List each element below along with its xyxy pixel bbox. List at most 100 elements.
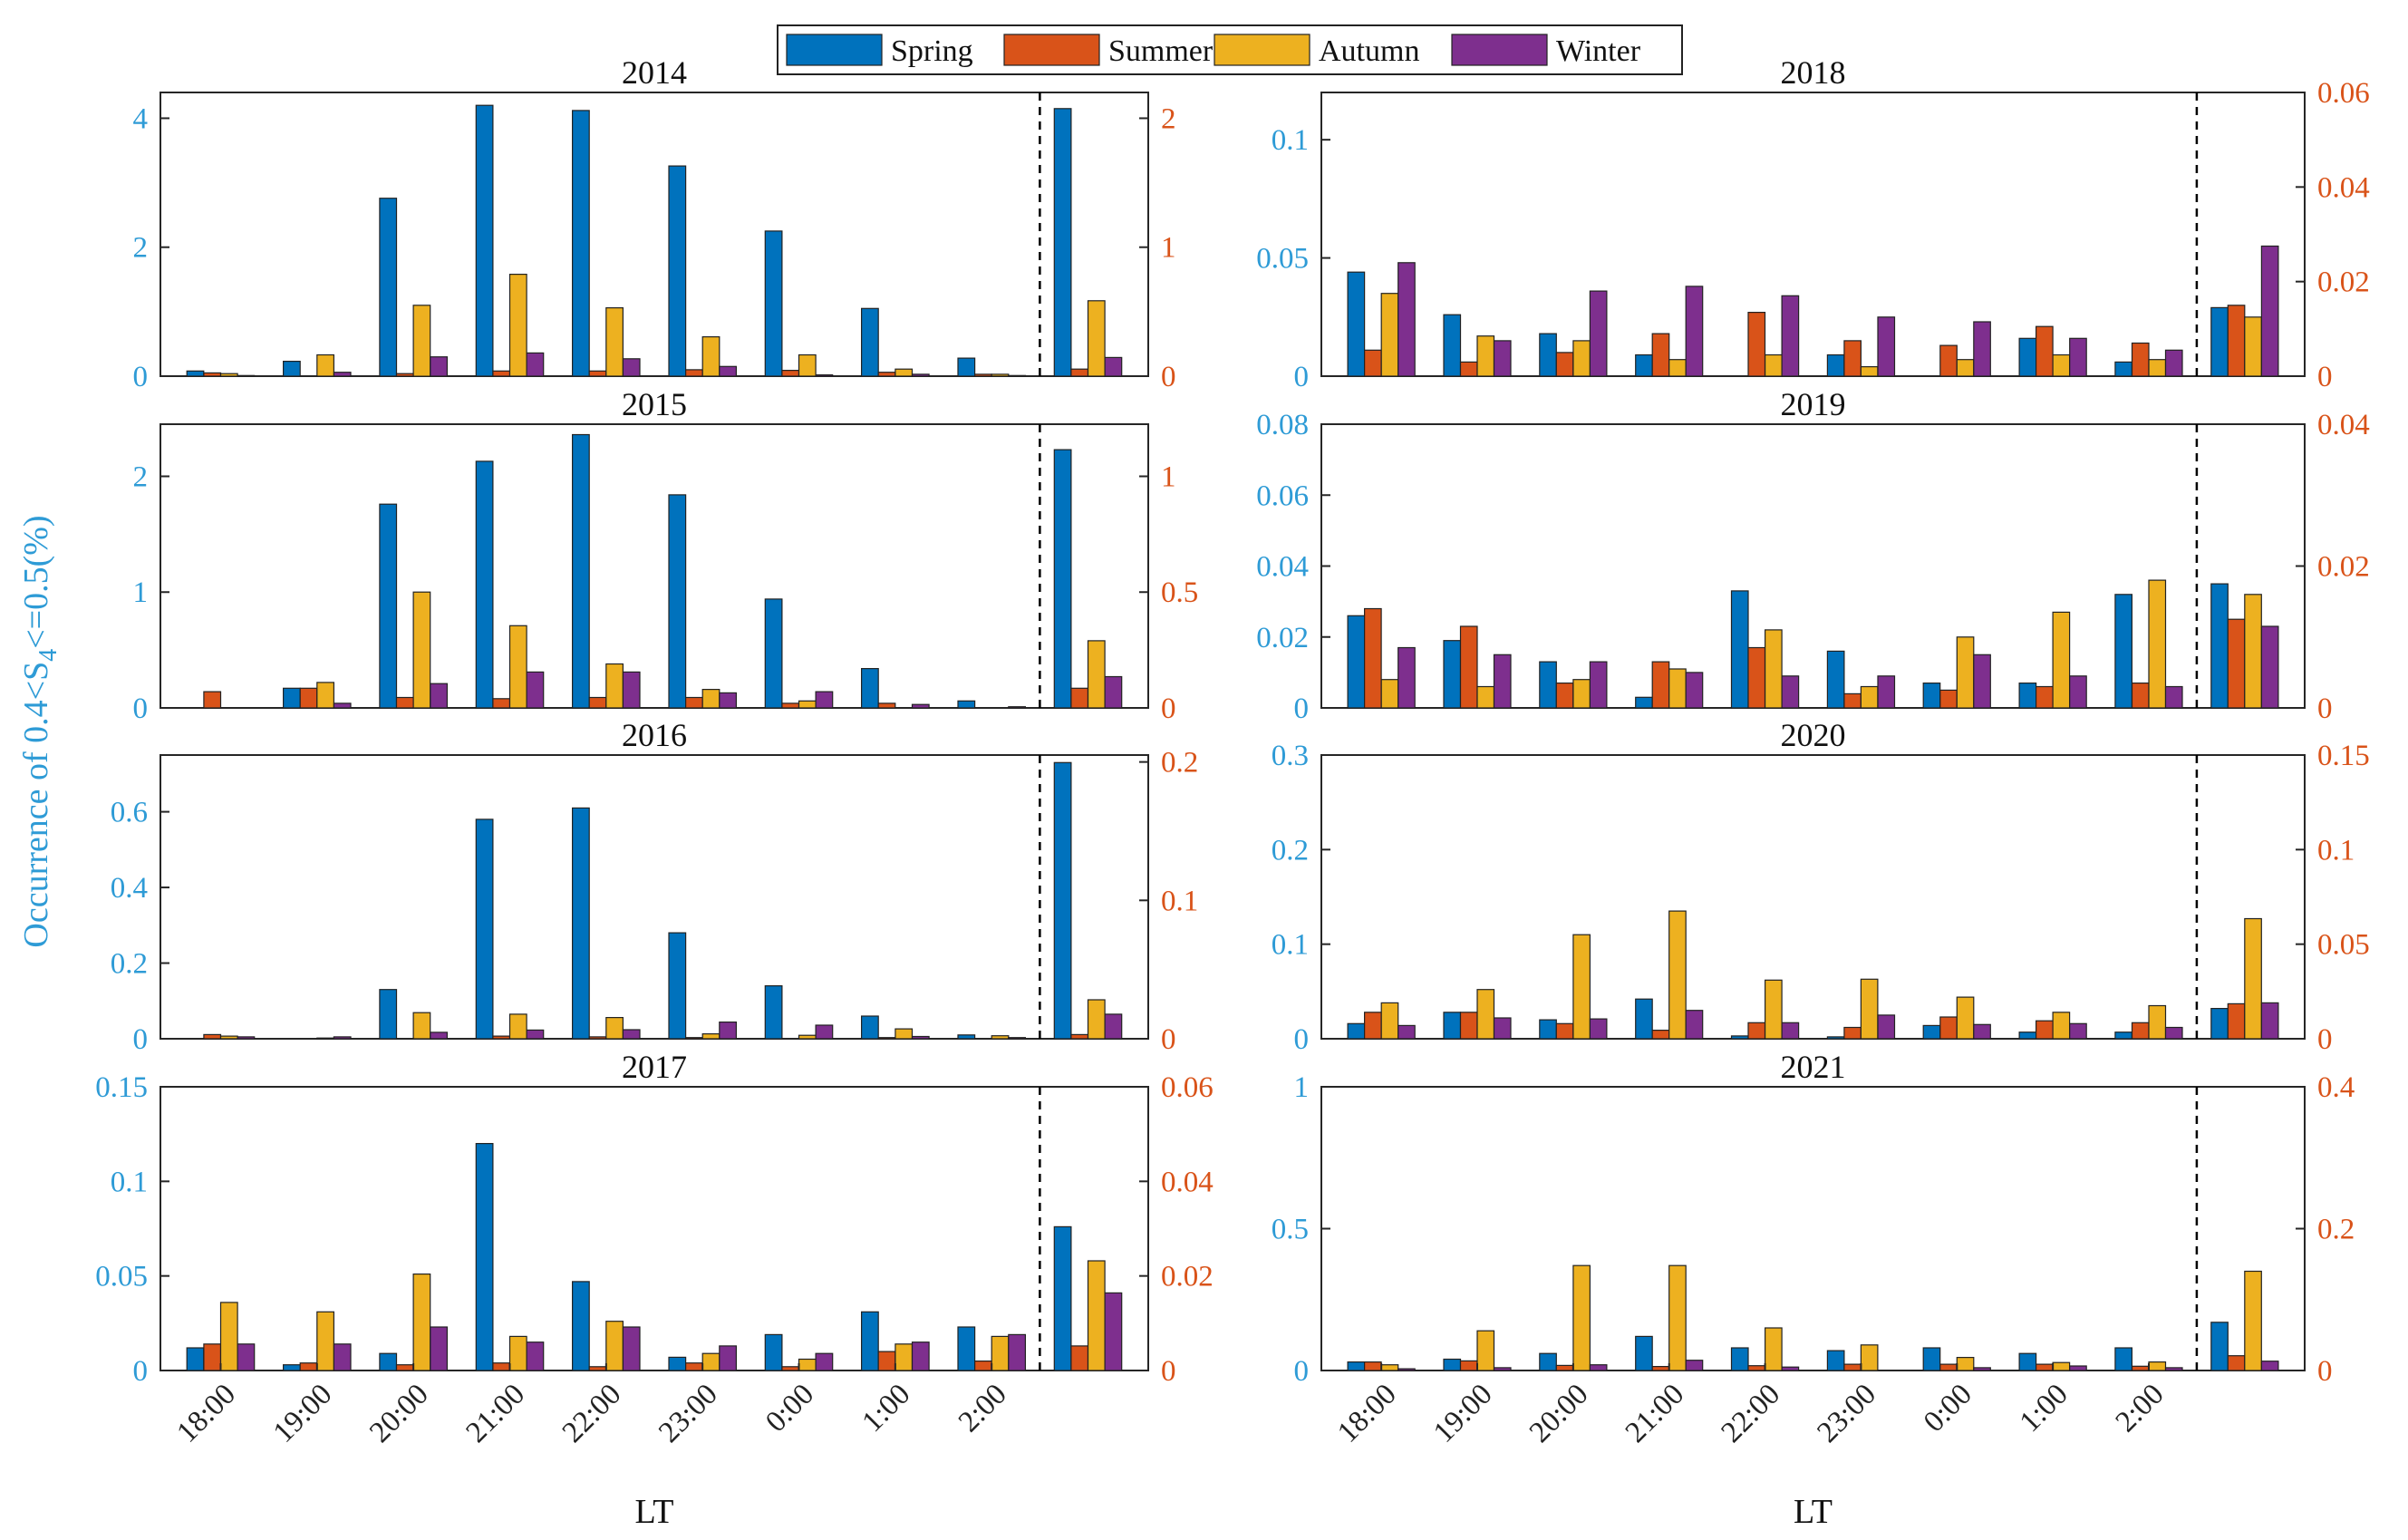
left-tick-label: 0.5: [1272, 1214, 1309, 1246]
bar-summer-all: [1070, 687, 1089, 709]
left-tick-label: 0: [1294, 1355, 1310, 1388]
right-tick-label: 0: [2317, 1355, 2333, 1388]
right-tick-label: 0: [2317, 1023, 2333, 1056]
plot-frame: [160, 754, 1149, 1040]
bar-winter-0:00: [1973, 1367, 1991, 1371]
bar-autumn-all: [2244, 316, 2262, 377]
left-tick-label: 0.1: [111, 1166, 148, 1198]
bar-summer-1:00: [877, 702, 896, 709]
bar-summer-2:00: [2131, 342, 2150, 377]
bar-summer-19:00: [1459, 625, 1478, 709]
bar-autumn-20:00: [1572, 1264, 1591, 1371]
bar-winter-0:00: [815, 1352, 834, 1371]
bar-summer-18:00: [1363, 1361, 1382, 1371]
legend-label-autumn: Autumn: [1319, 34, 1419, 68]
bar-autumn-18:00: [219, 1035, 238, 1040]
bar-spring-20:00: [1539, 1019, 1557, 1040]
bar-autumn-19:00: [316, 1311, 334, 1371]
plot-frame: [1320, 1086, 2306, 1371]
right-tick-label: 1: [1161, 232, 1176, 265]
plot-frame: [1320, 754, 2306, 1040]
bar-winter-19:00: [333, 1343, 352, 1371]
bar-summer-22:00: [588, 370, 607, 377]
bar-autumn-21:00: [1668, 668, 1687, 709]
panel-title: 2021: [1781, 1049, 1846, 1085]
bar-autumn-20:00: [1572, 934, 1591, 1040]
x-tick-label: 18:00: [1331, 1378, 1403, 1449]
bar-spring-23:00: [1826, 354, 1845, 377]
bar-spring-22:00: [1730, 1035, 1749, 1040]
bar-summer-22:00: [588, 1366, 607, 1371]
bar-spring-all: [2210, 1322, 2229, 1371]
bar-spring-21:00: [1635, 696, 1653, 709]
bar-winter-21:00: [1685, 286, 1704, 377]
bar-spring-22:00: [1730, 1347, 1749, 1371]
bar-spring-all: [1053, 1225, 1072, 1371]
bar-winter-20:00: [1589, 661, 1608, 709]
bar-autumn-0:00: [798, 354, 817, 377]
x-tick-label: 22:00: [1716, 1378, 1787, 1449]
bar-summer-23:00: [684, 369, 703, 377]
bar-spring-18:00: [1347, 1361, 1366, 1371]
bar-spring-1:00: [860, 1311, 879, 1371]
bar-winter-19:00: [333, 702, 352, 709]
bar-autumn-21:00: [508, 274, 527, 377]
bar-spring-all: [1053, 449, 1072, 709]
bar-winter-2:00: [1008, 706, 1027, 709]
bar-spring-20:00: [379, 989, 398, 1040]
bar-spring-23:00: [668, 1356, 687, 1371]
bar-autumn-23:00: [1860, 1344, 1879, 1371]
bar-summer-20:00: [1555, 682, 1574, 709]
bar-summer-0:00: [1939, 344, 1958, 377]
bar-spring-22:00: [571, 433, 590, 709]
bar-summer-23:00: [684, 1362, 703, 1371]
y-axis-label-part: Occurrence of 0.4<S: [17, 662, 55, 948]
bar-winter-20:00: [430, 1032, 448, 1040]
bar-autumn-20:00: [412, 1012, 431, 1040]
bar-summer-1:00: [2036, 685, 2054, 709]
bar-spring-2:00: [2114, 361, 2132, 377]
bar-winter-22:00: [1781, 295, 1800, 377]
bar-summer-2:00: [2131, 682, 2150, 709]
left-tick-label: 0.05: [95, 1261, 148, 1293]
bar-winter-20:00: [1589, 1018, 1608, 1040]
left-tick-label: 0: [133, 1355, 149, 1388]
bar-winter-1:00: [2069, 1365, 2087, 1371]
bar-summer-23:00: [684, 696, 703, 709]
bar-autumn-23:00: [1860, 366, 1879, 377]
bar-autumn-1:00: [2052, 611, 2071, 709]
bar-spring-18:00: [186, 370, 205, 377]
bar-autumn-18:00: [1380, 679, 1399, 709]
panel-title: 2017: [622, 1049, 687, 1085]
bar-autumn-20:00: [1572, 340, 1591, 377]
bar-spring-1:00: [860, 1015, 879, 1040]
bar-spring-0:00: [1922, 682, 1941, 709]
bar-winter-19:00: [333, 1036, 352, 1040]
x-tick-label: 20:00: [1523, 1378, 1595, 1449]
bar-summer-all: [2227, 305, 2246, 377]
bar-spring-23:00: [668, 932, 687, 1040]
bar-spring-19:00: [1443, 1012, 1462, 1040]
bar-winter-19:00: [1493, 1367, 1512, 1371]
right-tick-label: 0.4: [2317, 1071, 2355, 1104]
bar-autumn-23:00: [1860, 978, 1879, 1040]
bar-summer-all: [1070, 1345, 1089, 1371]
bar-spring-20:00: [379, 198, 398, 377]
panel-2019: 0 0.02 0.04 0.06 0.08 0 0.02 0.04 2019: [1256, 386, 2370, 725]
x-tick-label: 21:00: [1620, 1378, 1691, 1449]
bar-summer-2:00: [2131, 1365, 2150, 1371]
panel-2017: 0 0.05 0.1 0.15 0 0.02 0.04 0.06 2017 18:00 19:00 2…: [95, 1049, 1214, 1449]
bar-summer-19:00: [299, 1362, 318, 1371]
left-tick-label: 0.4: [111, 872, 148, 905]
bar-winter-23:00: [719, 1021, 737, 1040]
bar-summer-0:00: [1939, 1016, 1958, 1040]
bar-summer-1:00: [2036, 1363, 2054, 1371]
left-tick-label: 0: [133, 693, 149, 725]
bar-winter-23:00: [719, 692, 737, 709]
bar-spring-21:00: [1635, 354, 1653, 377]
left-tick-label: 2: [133, 232, 149, 265]
bar-spring-0:00: [1922, 1347, 1941, 1371]
right-tick-label: 0.5: [1161, 576, 1198, 609]
bar-summer-21:00: [1651, 333, 1670, 377]
bar-summer-19:00: [1459, 1012, 1478, 1040]
